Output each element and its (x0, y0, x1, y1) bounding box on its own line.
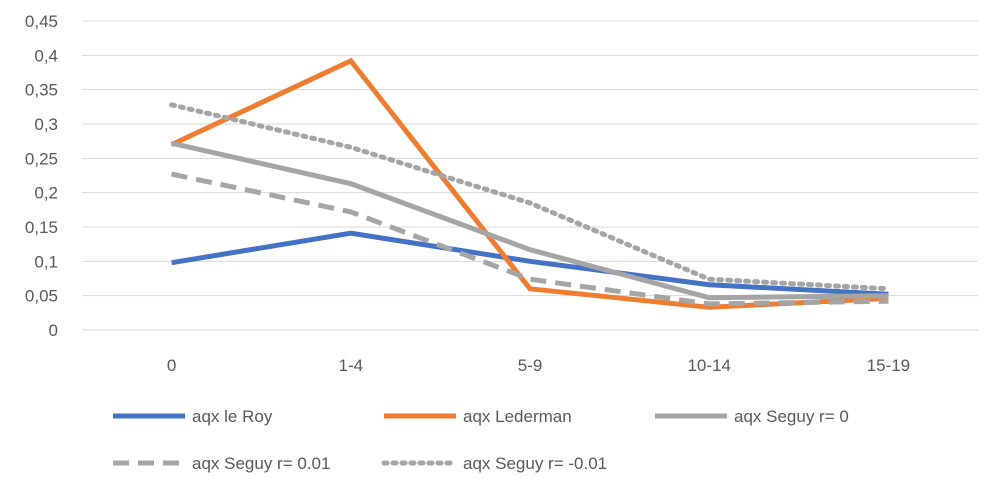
x-tick-label: 10-14 (687, 356, 730, 375)
legend-label: aqx Seguy r= 0 (734, 407, 849, 426)
series-line-4 (171, 171, 889, 307)
legend-label: aqx Seguy r= 0.01 (192, 454, 330, 473)
legend-entry: aqx Seguy r= 0 (655, 407, 849, 426)
x-axis-tick-labels: 0 1-4 5-9 10-14 15-19 (167, 356, 910, 375)
series-line-1 (171, 230, 889, 297)
y-tick-label: 0,3 (34, 115, 58, 134)
legend-label: aqx le Roy (192, 407, 273, 426)
legend: aqx le Roy aqx Lederman aqx Seguy r= 0 aqx … (113, 407, 849, 473)
y-tick-label: 0,45 (25, 12, 58, 31)
y-tick-label: 0,2 (34, 184, 58, 203)
series-line-3 (171, 140, 889, 301)
x-tick-label: 5-9 (518, 356, 543, 375)
x-tick-label: 15-19 (867, 356, 910, 375)
series-line-2 (170, 57, 889, 310)
x-tick-label: 0 (167, 356, 176, 375)
legend-entry: aqx Seguy r= 0.01 (113, 454, 330, 473)
series-line-5 (169, 102, 891, 292)
legend-entry: aqx Seguy r= -0.01 (381, 454, 607, 473)
y-axis-tick-labels: 0 0,05 0,1 0,15 0,2 0,25 0,3 0,35 0,4 0,45 (25, 12, 58, 340)
legend-label: aqx Lederman (463, 407, 572, 426)
series-lines (169, 57, 891, 310)
y-tick-label: 0,1 (34, 252, 58, 271)
y-tick-label: 0,4 (34, 46, 58, 65)
legend-entry: aqx le Roy (113, 407, 273, 426)
legend-entry: aqx Lederman (384, 407, 572, 426)
gridlines (82, 20, 978, 331)
y-tick-label: 0,05 (25, 287, 58, 306)
y-tick-label: 0 (49, 321, 58, 340)
y-tick-label: 0,25 (25, 149, 58, 168)
legend-label: aqx Seguy r= -0.01 (463, 454, 607, 473)
y-tick-label: 0,15 (25, 218, 58, 237)
y-tick-label: 0,35 (25, 81, 58, 100)
x-tick-label: 1-4 (339, 356, 364, 375)
